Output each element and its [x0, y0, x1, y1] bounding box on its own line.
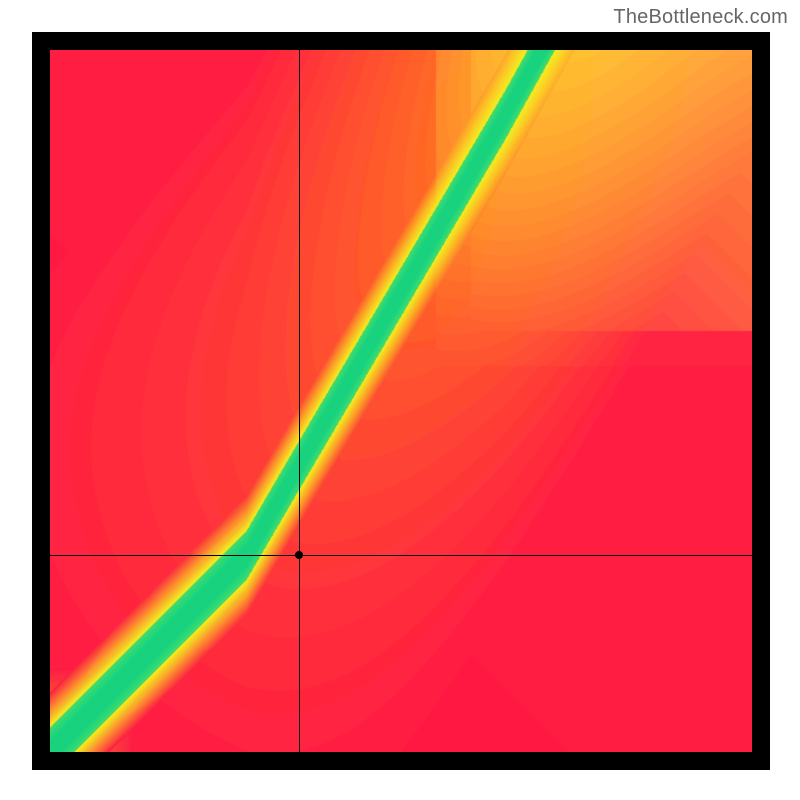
plot-area	[50, 50, 752, 752]
chart-container: TheBottleneck.com	[0, 0, 800, 800]
crosshair-horizontal	[50, 555, 752, 556]
crosshair-marker	[295, 551, 303, 559]
heatmap-canvas	[50, 50, 752, 752]
crosshair-vertical	[299, 50, 300, 752]
watermark-text: TheBottleneck.com	[613, 6, 788, 29]
